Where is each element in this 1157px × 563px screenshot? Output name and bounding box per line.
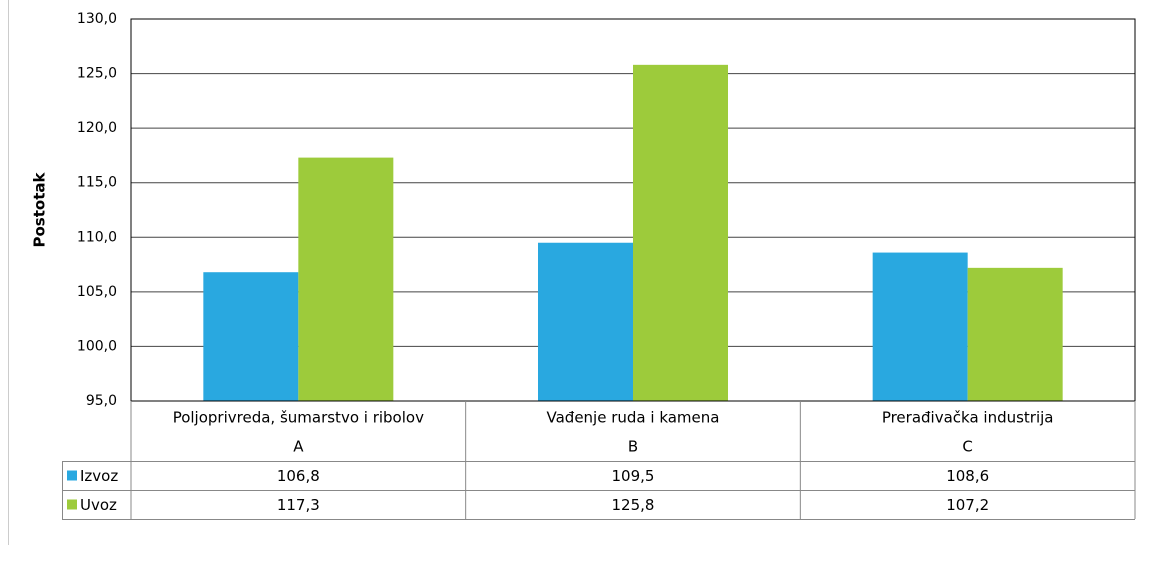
- bar: [872, 252, 968, 401]
- category-code: A: [293, 438, 304, 456]
- y-tick-label: 130,0: [77, 11, 117, 27]
- legend-swatch: [67, 499, 77, 510]
- legend-swatch: [67, 470, 77, 481]
- table-value: 108,6: [946, 467, 989, 485]
- y-tick-label: 105,0: [77, 284, 117, 300]
- legend-label: Uvoz: [80, 496, 117, 514]
- x-tick-label: Prerađivačka industrija: [882, 409, 1054, 427]
- table-value: 117,3: [277, 496, 320, 514]
- plot-border: [130, 18, 1136, 402]
- table-value: 106,8: [277, 467, 320, 485]
- y-tick-label: 95,0: [86, 393, 117, 409]
- y-tick-label: 125,0: [77, 66, 117, 82]
- bar: [203, 272, 299, 401]
- bar: [633, 64, 728, 401]
- bar: [298, 157, 394, 401]
- x-tick-label: Vađenje ruda i kamena: [547, 409, 720, 427]
- x-tick-label: Poljoprivreda, šumarstvo i ribolov: [173, 409, 424, 427]
- y-tick-label: 115,0: [77, 175, 117, 191]
- category-code: B: [628, 438, 638, 456]
- y-axis-label: Postotak: [31, 171, 49, 247]
- bar: [967, 267, 1063, 401]
- legend-label: Izvoz: [80, 467, 118, 485]
- table-value: 125,8: [612, 496, 655, 514]
- y-tick-label: 100,0: [77, 338, 117, 354]
- bar: [538, 242, 633, 401]
- category-code: C: [962, 438, 972, 456]
- table-value: 109,5: [612, 467, 655, 485]
- y-tick-label: 120,0: [77, 120, 117, 136]
- table-value: 107,2: [946, 496, 989, 514]
- y-tick-label: 110,0: [77, 229, 117, 245]
